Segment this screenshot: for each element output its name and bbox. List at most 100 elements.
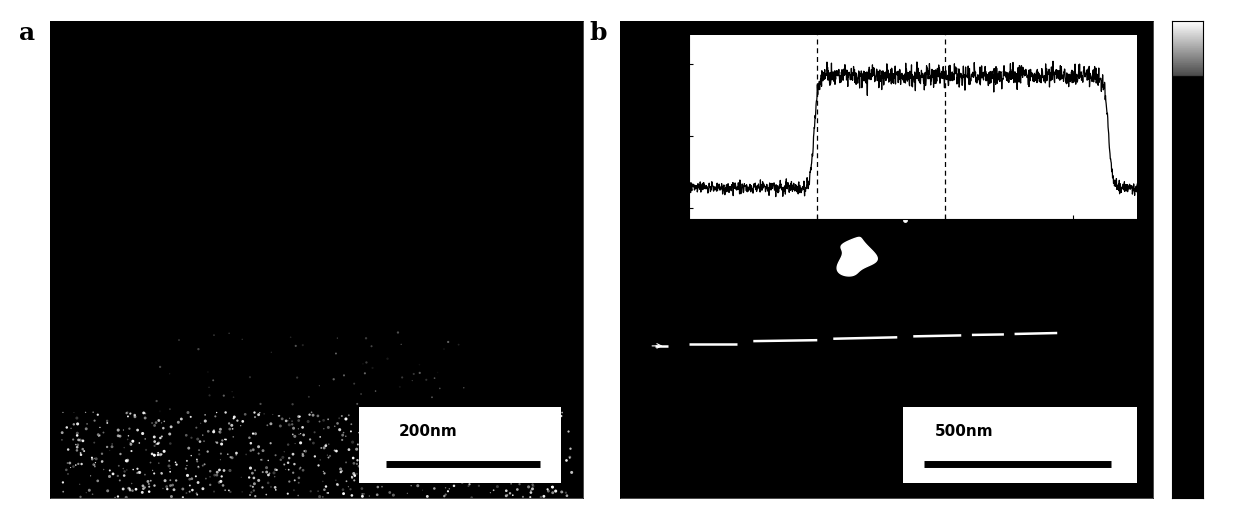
Point	[273, 453, 293, 462]
Point	[84, 454, 104, 462]
Point	[444, 477, 464, 485]
Point	[350, 462, 370, 470]
Point	[347, 460, 367, 468]
Point	[464, 473, 484, 481]
Point	[76, 408, 95, 417]
Point	[503, 426, 523, 435]
Point	[327, 481, 347, 489]
Point	[166, 458, 186, 466]
Point	[377, 453, 397, 462]
Point	[141, 477, 161, 485]
Point	[215, 466, 234, 475]
Text: 4 nm: 4 nm	[1174, 0, 1200, 2]
Point	[425, 437, 445, 445]
Point	[224, 413, 244, 421]
Point	[434, 443, 454, 451]
Point	[523, 421, 543, 429]
Point	[265, 472, 285, 481]
Point	[543, 483, 563, 491]
Point	[476, 432, 496, 440]
Point	[254, 410, 274, 418]
Point	[241, 491, 260, 499]
Point	[440, 408, 460, 417]
Point	[336, 458, 356, 466]
Point	[203, 376, 223, 384]
Point	[160, 482, 180, 490]
Point	[362, 416, 382, 424]
Point	[135, 483, 155, 491]
Point	[207, 408, 227, 417]
Point	[436, 454, 456, 462]
Point	[441, 468, 461, 477]
Point	[548, 477, 568, 485]
Point	[115, 467, 135, 476]
Point	[207, 471, 227, 479]
Point	[559, 454, 579, 462]
Point	[557, 457, 577, 465]
Point	[123, 465, 143, 473]
Point	[454, 384, 474, 392]
Point	[432, 432, 451, 440]
Point	[172, 493, 192, 501]
Point	[520, 473, 539, 482]
Point	[149, 439, 169, 447]
Point	[293, 466, 312, 475]
Point	[368, 460, 388, 468]
Point	[114, 471, 134, 480]
Point	[319, 440, 339, 448]
Point	[227, 417, 247, 425]
Point	[382, 452, 402, 461]
Point	[531, 410, 551, 419]
Point	[280, 333, 300, 341]
Point	[71, 451, 91, 459]
Point	[83, 408, 103, 417]
Point	[419, 408, 439, 416]
Point	[187, 457, 207, 465]
Point	[221, 453, 241, 461]
Point	[424, 469, 444, 477]
Point	[309, 461, 329, 469]
Point	[402, 451, 422, 460]
Point	[546, 433, 565, 442]
Point	[196, 417, 216, 425]
Point	[262, 483, 281, 491]
Point	[61, 463, 81, 471]
Point	[58, 470, 78, 478]
Point	[257, 468, 277, 476]
Point	[444, 435, 464, 443]
Point	[415, 410, 435, 419]
Point	[389, 424, 409, 432]
Point	[502, 437, 522, 445]
Point	[404, 370, 424, 378]
Point	[180, 481, 200, 489]
Point	[246, 413, 265, 421]
Point	[436, 464, 456, 472]
Point	[531, 466, 551, 474]
Point	[244, 408, 264, 417]
Point	[398, 419, 418, 427]
Point	[366, 444, 386, 452]
Point	[123, 437, 143, 445]
Point	[414, 448, 434, 456]
Point	[219, 486, 239, 495]
Point	[88, 410, 108, 419]
Point	[148, 440, 167, 448]
Point	[456, 455, 476, 463]
Point	[159, 462, 179, 470]
Point	[342, 473, 362, 482]
Point	[221, 488, 241, 496]
Point	[239, 433, 259, 442]
Point	[278, 441, 298, 449]
Point	[475, 451, 495, 460]
Point	[187, 435, 207, 443]
Point	[383, 491, 403, 499]
Point	[264, 469, 284, 477]
Point	[193, 462, 213, 470]
Point	[469, 482, 489, 490]
Point	[243, 445, 263, 453]
Point	[290, 412, 310, 421]
Point	[326, 349, 346, 358]
Point	[89, 432, 109, 440]
Point	[521, 486, 541, 495]
Point	[118, 408, 138, 417]
